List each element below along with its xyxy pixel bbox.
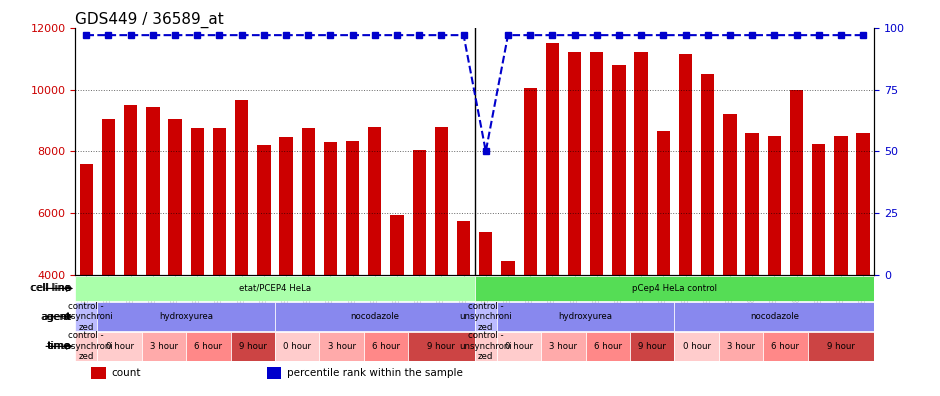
- FancyBboxPatch shape: [475, 276, 874, 301]
- Bar: [368, 127, 382, 396]
- Text: time: time: [48, 341, 71, 351]
- Text: control -
unsynchroni
zed: control - unsynchroni zed: [460, 302, 512, 331]
- Bar: [679, 54, 692, 396]
- Bar: [835, 136, 848, 396]
- Bar: [346, 141, 359, 396]
- Bar: [258, 145, 271, 396]
- Text: cell line: cell line: [31, 284, 71, 293]
- Bar: [790, 89, 803, 396]
- FancyBboxPatch shape: [497, 332, 541, 361]
- FancyBboxPatch shape: [320, 332, 364, 361]
- Text: 9 hour: 9 hour: [428, 342, 455, 351]
- FancyBboxPatch shape: [674, 303, 874, 331]
- Bar: [124, 105, 137, 396]
- Bar: [856, 133, 870, 396]
- Bar: [745, 133, 759, 396]
- Text: GDS449 / 36589_at: GDS449 / 36589_at: [75, 11, 224, 28]
- Bar: [479, 232, 493, 396]
- Bar: [147, 107, 160, 396]
- FancyBboxPatch shape: [98, 332, 142, 361]
- Text: hydroxyurea: hydroxyurea: [159, 312, 213, 321]
- FancyBboxPatch shape: [630, 332, 674, 361]
- Text: percentile rank within the sample: percentile rank within the sample: [287, 368, 462, 378]
- Bar: [568, 52, 581, 396]
- FancyBboxPatch shape: [142, 332, 186, 361]
- Text: 9 hour: 9 hour: [638, 342, 666, 351]
- FancyBboxPatch shape: [274, 332, 320, 361]
- Bar: [701, 74, 714, 396]
- Bar: [413, 150, 426, 396]
- Text: 0 hour: 0 hour: [505, 342, 533, 351]
- Text: 0 hour: 0 hour: [283, 342, 311, 351]
- FancyBboxPatch shape: [186, 332, 230, 361]
- Text: 0 hour: 0 hour: [682, 342, 711, 351]
- Bar: [267, 367, 281, 379]
- Text: control -
unsynchroni
zed: control - unsynchroni zed: [60, 302, 113, 331]
- FancyBboxPatch shape: [75, 276, 475, 301]
- FancyBboxPatch shape: [674, 332, 719, 361]
- Text: time: time: [47, 341, 70, 351]
- FancyBboxPatch shape: [274, 303, 475, 331]
- Text: 3 hour: 3 hour: [327, 342, 355, 351]
- Text: 9 hour: 9 hour: [239, 342, 267, 351]
- FancyBboxPatch shape: [763, 332, 807, 361]
- Text: 6 hour: 6 hour: [195, 342, 223, 351]
- Text: 3 hour: 3 hour: [550, 342, 577, 351]
- Text: agent: agent: [40, 312, 70, 322]
- Text: etat/PCEP4 HeLa: etat/PCEP4 HeLa: [239, 284, 311, 293]
- Text: count: count: [111, 368, 141, 378]
- Bar: [102, 119, 115, 396]
- Bar: [768, 136, 781, 396]
- Bar: [235, 100, 248, 396]
- Bar: [812, 144, 825, 396]
- Text: cell line: cell line: [30, 284, 70, 293]
- FancyBboxPatch shape: [541, 332, 586, 361]
- Bar: [168, 119, 181, 396]
- FancyBboxPatch shape: [98, 303, 274, 331]
- Bar: [657, 131, 670, 396]
- Text: nocodazole: nocodazole: [750, 312, 799, 321]
- Bar: [723, 114, 737, 396]
- Text: pCep4 HeLa control: pCep4 HeLa control: [632, 284, 717, 293]
- FancyBboxPatch shape: [75, 303, 98, 331]
- Bar: [612, 65, 626, 396]
- Text: nocodazole: nocodazole: [351, 312, 400, 321]
- Bar: [546, 43, 559, 396]
- Text: 6 hour: 6 hour: [772, 342, 799, 351]
- Bar: [501, 261, 515, 396]
- Bar: [634, 52, 648, 396]
- FancyBboxPatch shape: [230, 332, 274, 361]
- Text: agent: agent: [41, 312, 71, 322]
- FancyBboxPatch shape: [75, 332, 98, 361]
- Bar: [302, 128, 315, 396]
- Text: hydroxyurea: hydroxyurea: [558, 312, 613, 321]
- Bar: [390, 215, 403, 396]
- Bar: [434, 127, 448, 396]
- Bar: [323, 142, 337, 396]
- Bar: [279, 137, 292, 396]
- FancyBboxPatch shape: [497, 303, 674, 331]
- Text: 0 hour: 0 hour: [105, 342, 133, 351]
- Bar: [80, 164, 93, 396]
- FancyBboxPatch shape: [719, 332, 763, 361]
- FancyBboxPatch shape: [586, 332, 630, 361]
- Bar: [524, 88, 537, 396]
- Text: 9 hour: 9 hour: [827, 342, 854, 351]
- FancyBboxPatch shape: [475, 303, 497, 331]
- Text: 6 hour: 6 hour: [594, 342, 622, 351]
- FancyBboxPatch shape: [364, 332, 408, 361]
- FancyBboxPatch shape: [408, 332, 475, 361]
- Bar: [457, 221, 470, 396]
- Text: 6 hour: 6 hour: [372, 342, 400, 351]
- Bar: [212, 128, 227, 396]
- Text: control -
unsynchroni
zed: control - unsynchroni zed: [460, 331, 512, 361]
- Text: 3 hour: 3 hour: [727, 342, 755, 351]
- Text: 3 hour: 3 hour: [150, 342, 178, 351]
- Bar: [590, 52, 603, 396]
- Bar: [91, 367, 105, 379]
- FancyBboxPatch shape: [475, 332, 497, 361]
- FancyBboxPatch shape: [807, 332, 874, 361]
- Bar: [191, 128, 204, 396]
- Text: control -
unsynchroni
zed: control - unsynchroni zed: [60, 331, 113, 361]
